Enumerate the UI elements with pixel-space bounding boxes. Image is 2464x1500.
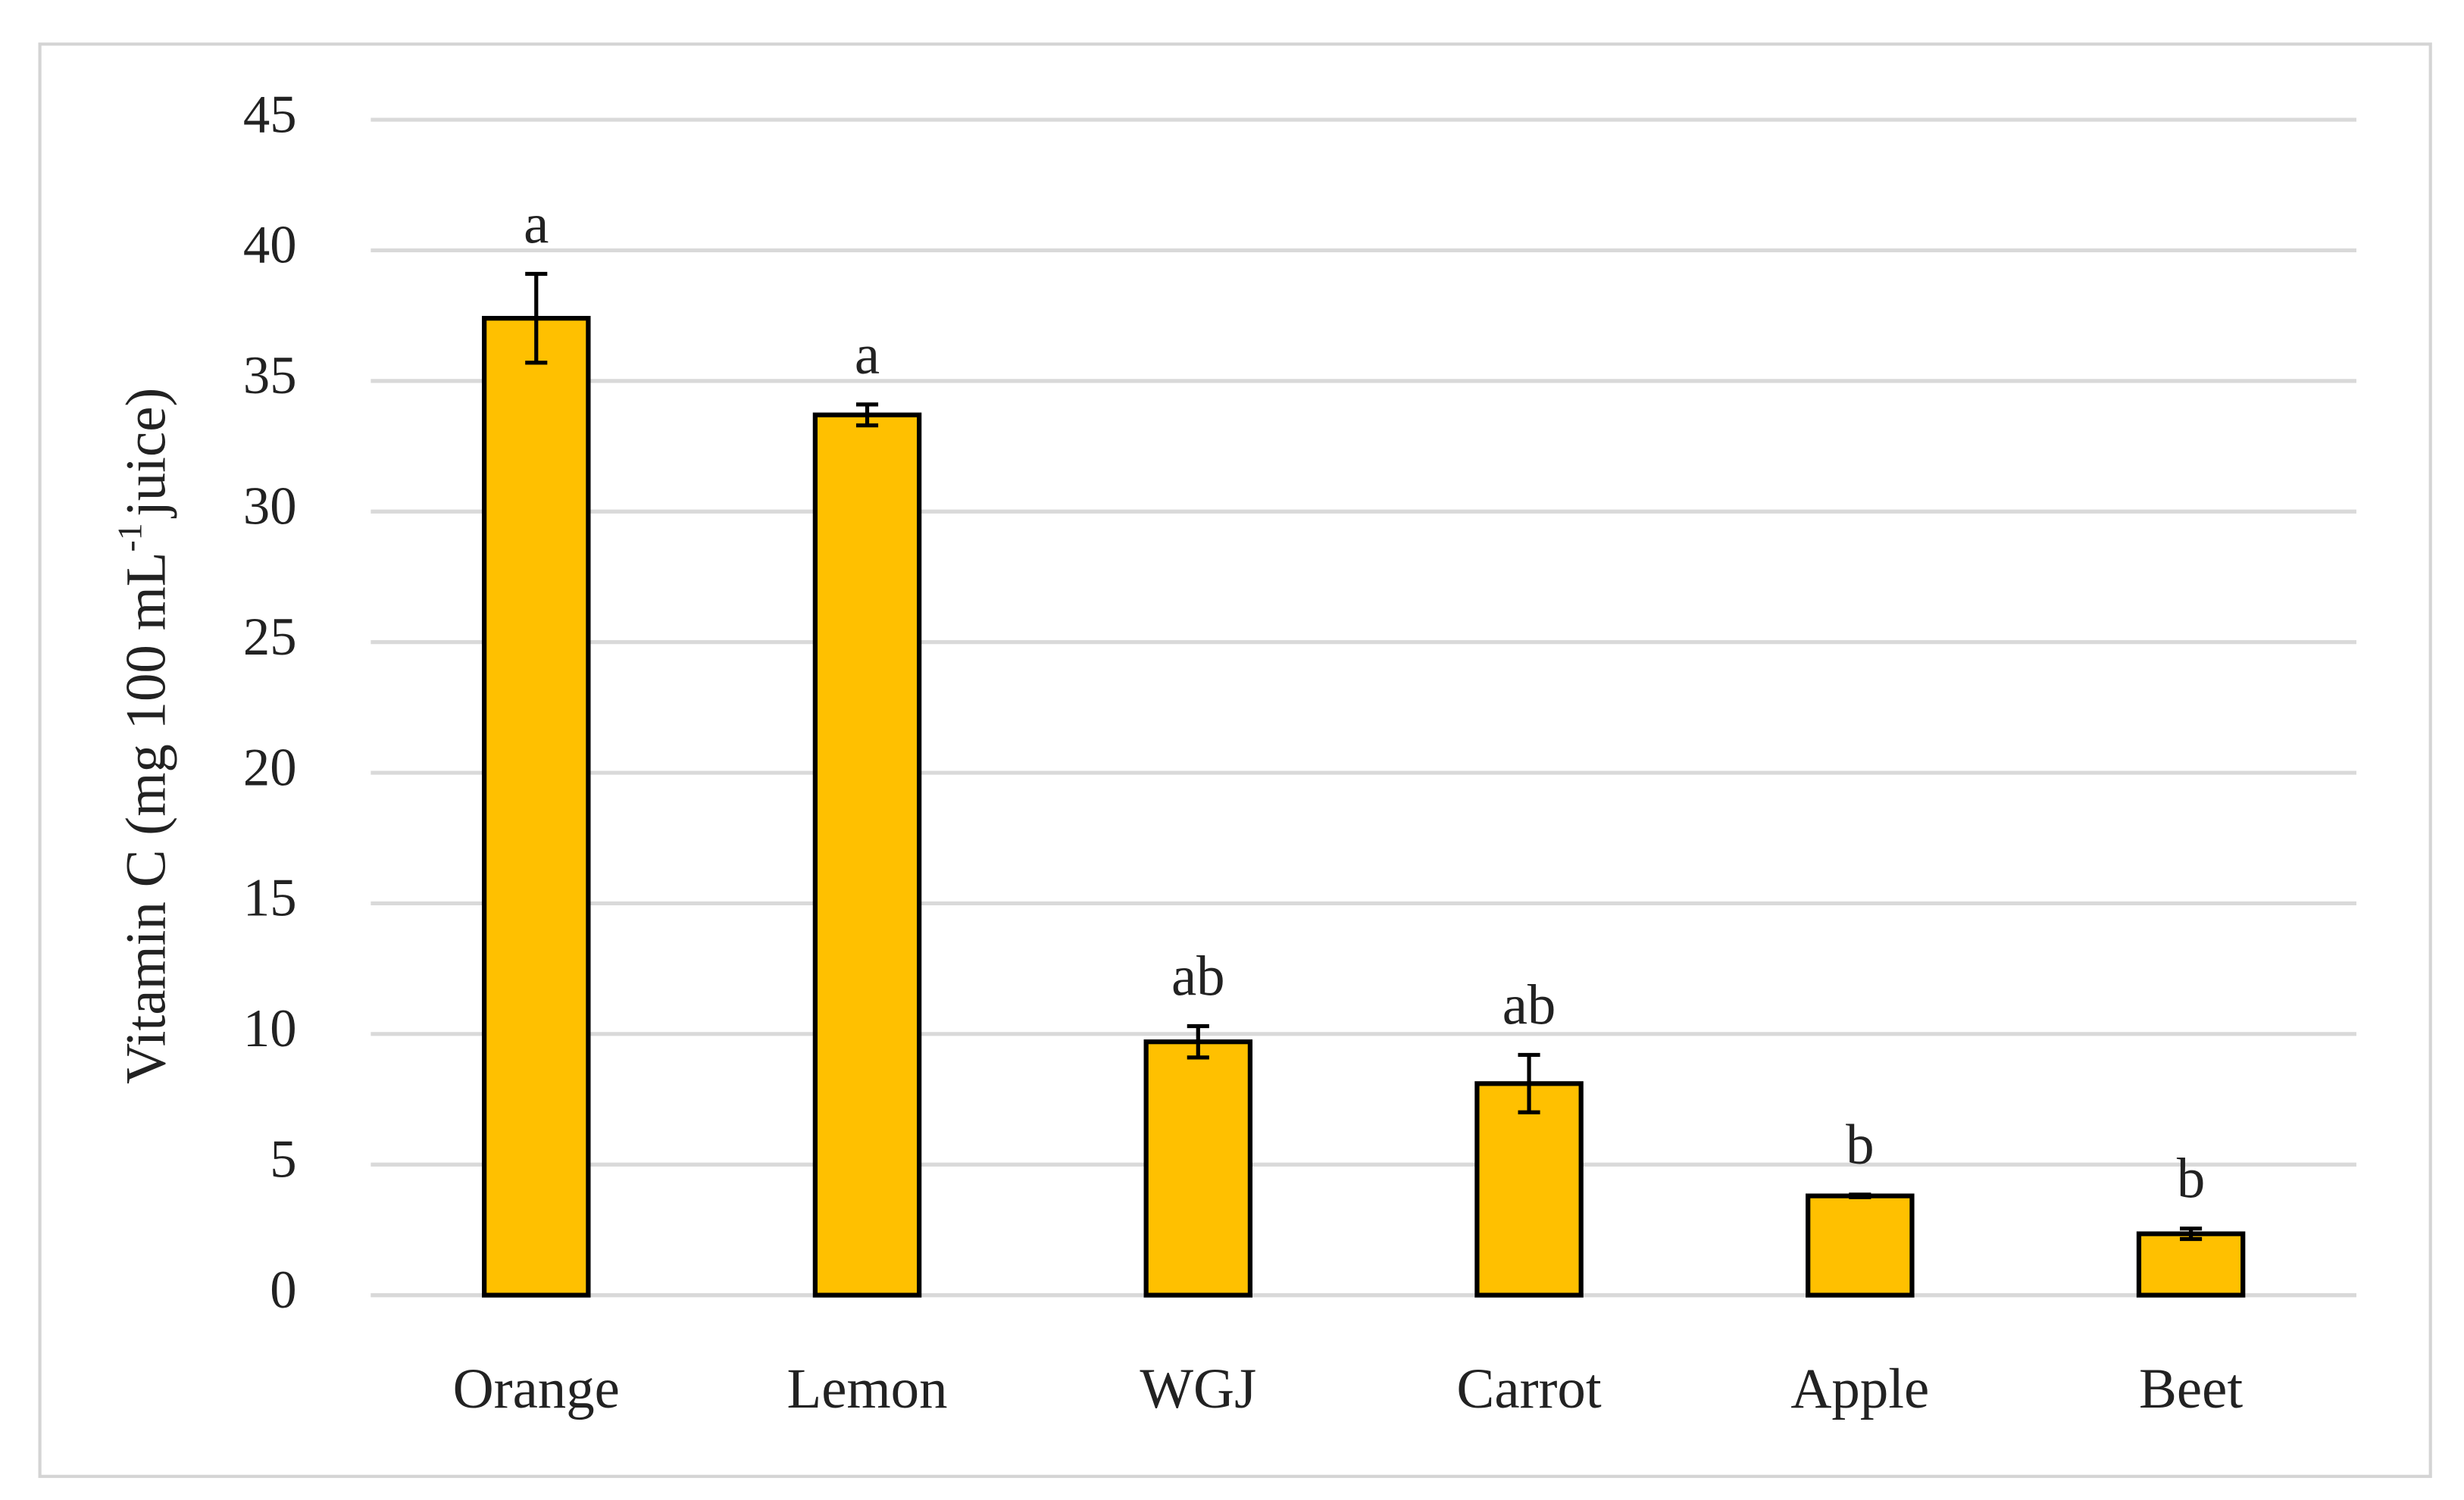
y-tick-label: 35	[243, 346, 297, 405]
error-bar	[525, 271, 548, 365]
bar	[1143, 1039, 1253, 1298]
bar	[482, 315, 591, 1298]
y-axis-label-part: Vitamin C (mg 100 mL	[114, 552, 177, 1083]
x-tick-label: Orange	[453, 1358, 620, 1420]
error-bar	[2180, 1227, 2203, 1242]
significance-letter: a	[855, 323, 880, 386]
significance-letter: b	[1846, 1114, 1874, 1177]
y-tick-label: 0	[270, 1261, 296, 1320]
y-tick-label: 15	[243, 869, 297, 928]
y-tick-label: 20	[243, 738, 297, 797]
bar	[1806, 1193, 1915, 1298]
bar	[1474, 1081, 1584, 1298]
error-bar	[1187, 1023, 1209, 1060]
significance-letter: ab	[1502, 973, 1556, 1036]
y-axis-label-part: juice)	[114, 388, 177, 519]
x-tick-label: Carrot	[1456, 1358, 1601, 1420]
x-tick-label: Apple	[1790, 1358, 1929, 1420]
x-tick-label: WGJ	[1140, 1358, 1256, 1420]
bar	[812, 412, 922, 1298]
y-tick-label: 45	[243, 85, 297, 144]
y-tick-label: 25	[243, 608, 297, 667]
significance-letter: a	[524, 192, 549, 255]
y-axis-label-superscript: -1	[110, 523, 149, 552]
error-bar	[1849, 1192, 1871, 1199]
x-tick-label: Beet	[2139, 1358, 2243, 1420]
x-tick-label: Lemon	[786, 1358, 947, 1420]
error-bar	[855, 402, 879, 428]
bar	[2136, 1231, 2246, 1298]
y-tick-label: 10	[243, 999, 297, 1058]
y-tick-label: 40	[243, 216, 297, 275]
error-bar	[1518, 1052, 1540, 1114]
significance-letter: ab	[1171, 945, 1225, 1008]
significance-letter: b	[2177, 1148, 2205, 1211]
y-tick-label: 30	[243, 477, 297, 536]
y-axis-label: Vitamin C (mg 100 mL-1 juice)	[110, 388, 178, 1084]
y-tick-label: 5	[270, 1130, 296, 1189]
